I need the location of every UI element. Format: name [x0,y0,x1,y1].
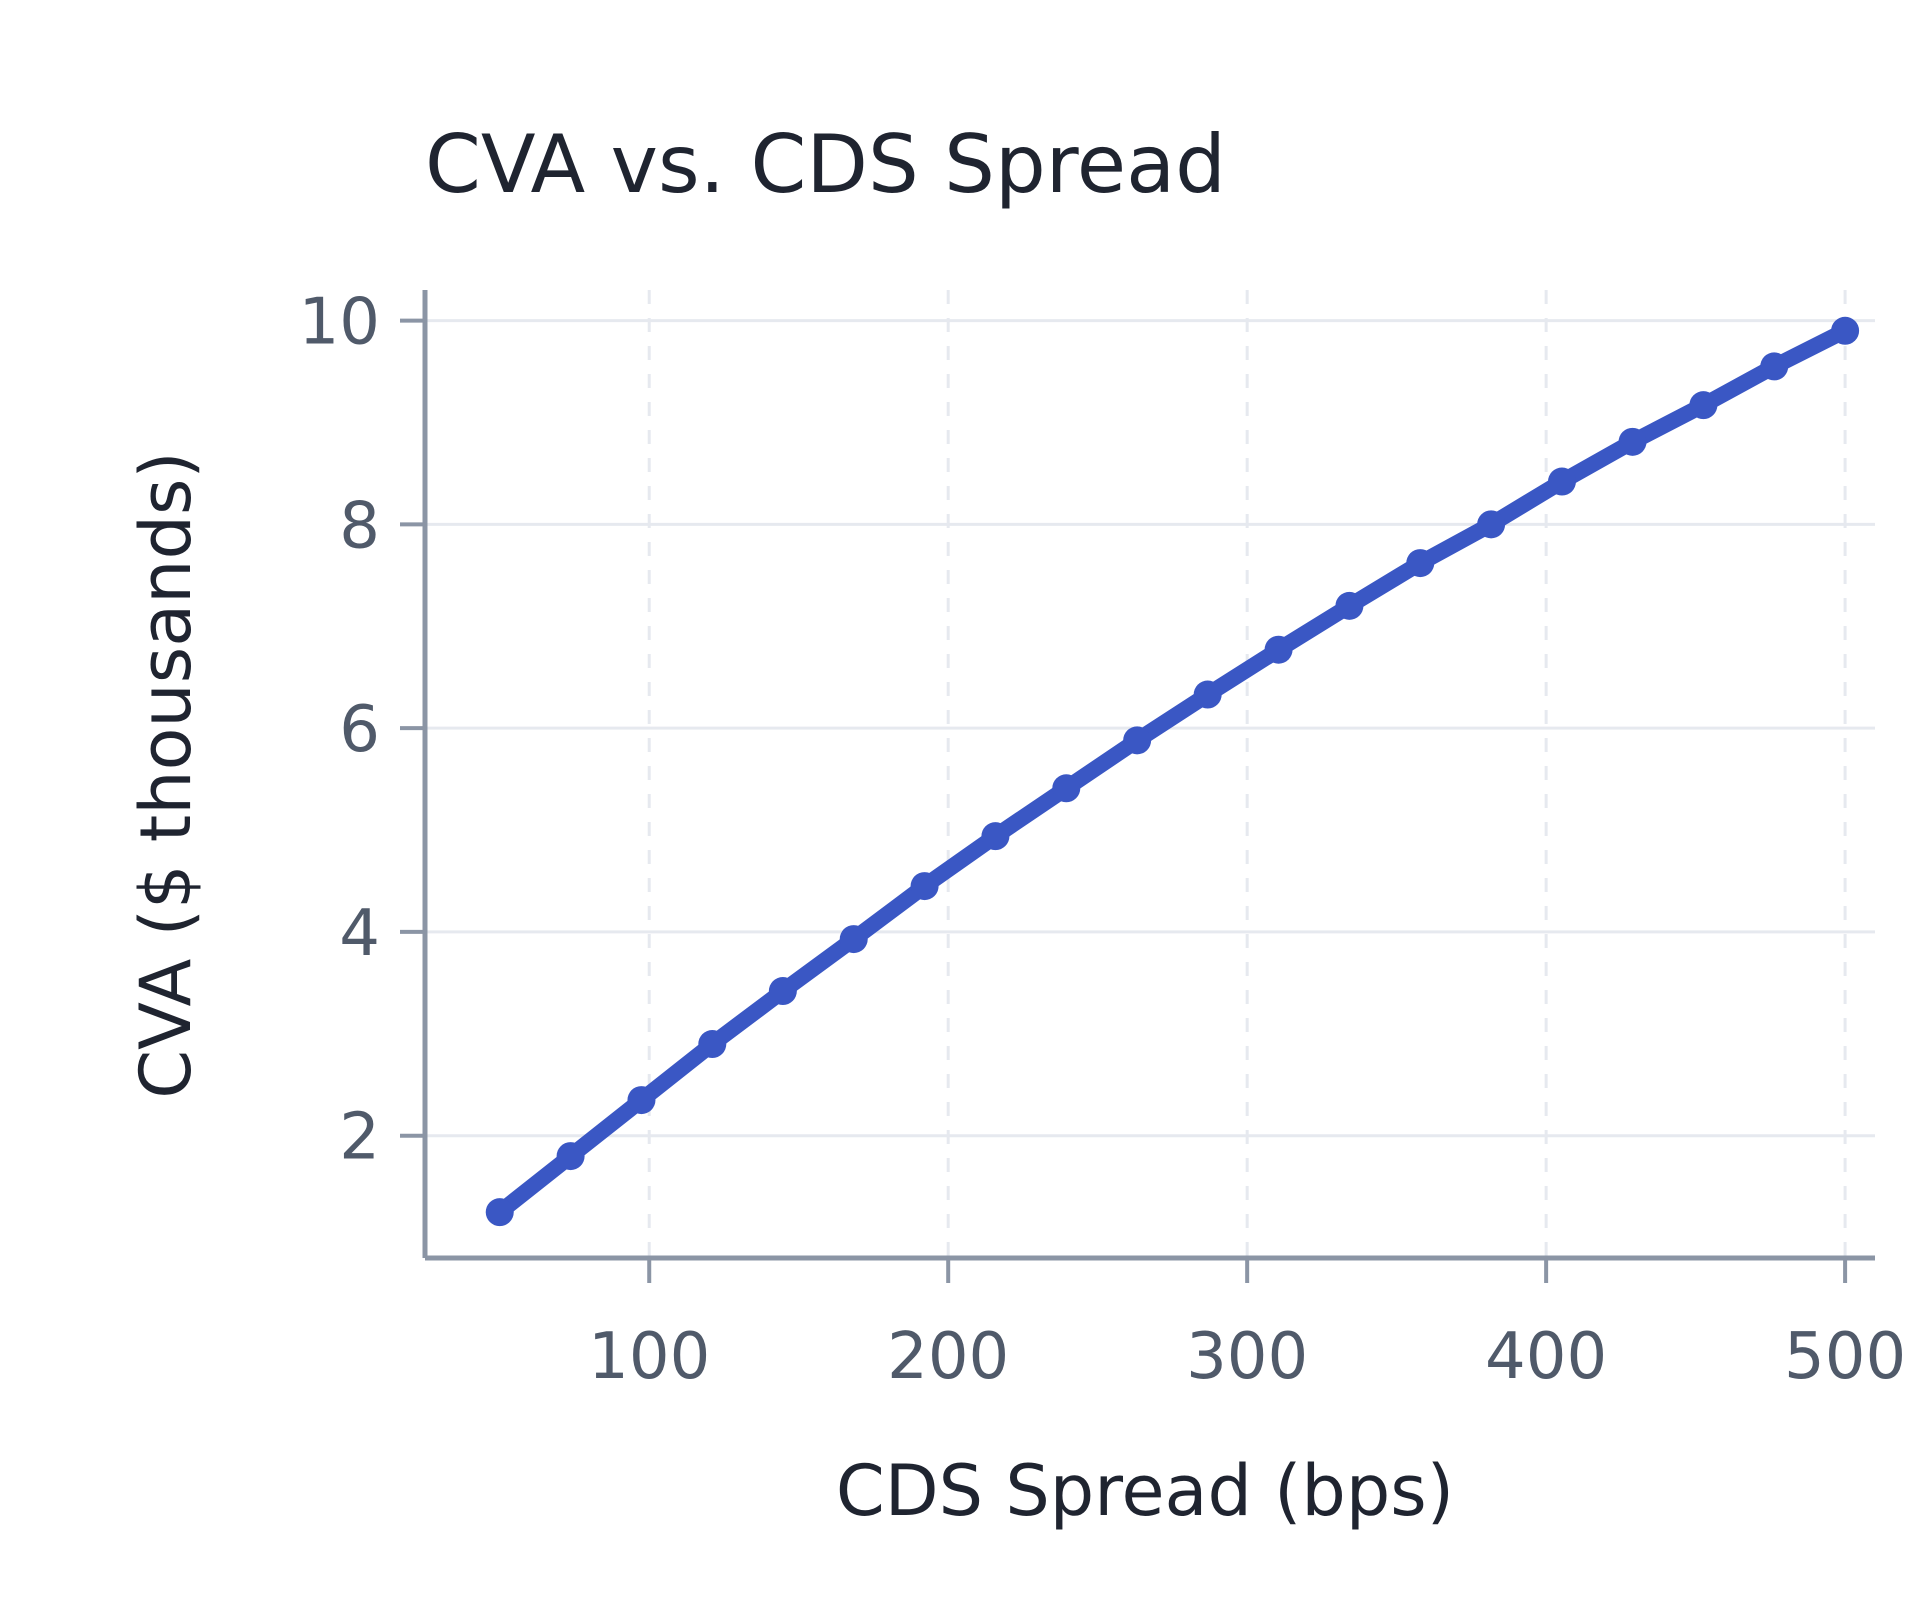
data-point-marker [1052,774,1081,803]
data-point-marker [485,1198,514,1227]
x-tick-label: 200 [887,1320,1009,1394]
data-point-marker [910,872,939,901]
data-point-marker [1689,391,1718,420]
data-point-marker [768,977,797,1006]
y-tick-label: 4 [339,897,380,971]
axes [422,290,1875,1261]
y-tick-label: 2 [339,1101,380,1175]
x-tick-label: 100 [588,1320,710,1394]
data-point-marker [1760,352,1789,381]
chart-title: CVA vs. CDS Spread [425,118,1226,211]
data-point-marker [1193,680,1222,709]
x-tick-label: 500 [1784,1320,1906,1394]
tick-marks-and-labels: 2 4 6 8 10 100 200 300 400 500 [299,286,1907,1394]
data-point-marker [1618,427,1647,456]
data-point-marker [1264,635,1293,664]
data-point-marker [1477,510,1506,539]
data-point-marker [1406,549,1435,578]
series-line-0 [491,322,1854,1221]
data-point-marker [698,1030,727,1059]
data-point-marker [1547,467,1576,496]
y-axis-label: CVA ($ thousands) [125,451,207,1098]
data-point-marker [627,1086,656,1115]
x-tick-label: 400 [1485,1320,1607,1394]
x-tick-label: 300 [1186,1320,1308,1394]
y-tick-label: 8 [339,489,380,563]
data-point-marker [556,1142,585,1171]
y-tick-label: 10 [299,286,380,360]
data-point-marker [1123,726,1152,755]
data-point-marker [839,925,868,954]
x-axis-label: CDS Spread (bps) [836,1450,1454,1532]
data-point-marker [1335,591,1364,620]
data-point-marker [981,822,1010,851]
y-tick-label: 6 [339,693,380,767]
data-point-marker [1831,316,1860,345]
grid-lines [425,290,1875,1258]
data-series [485,316,1860,1227]
